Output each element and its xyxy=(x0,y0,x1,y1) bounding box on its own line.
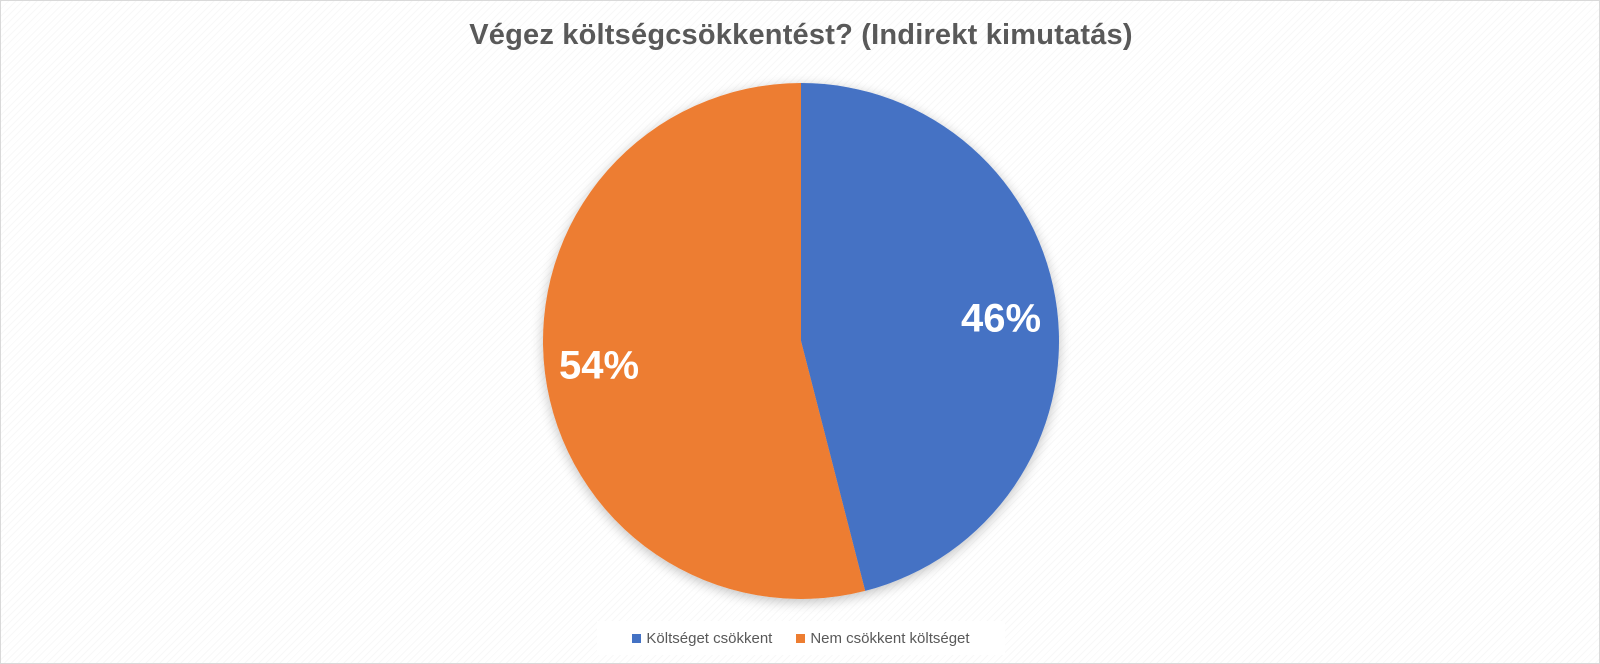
legend-swatch-koltseget-csokkent xyxy=(632,633,642,643)
legend-item-koltseget-csokkent: Költséget csökkent xyxy=(632,630,772,647)
chart-title: Végez költségcsökkentést? (Indirekt kimu… xyxy=(469,19,1133,51)
legend-swatch-nem-csokkent-koltseget xyxy=(796,633,806,643)
pie-slice-koltseget-csokkent xyxy=(801,83,1060,591)
legend-label: Nem csökkent költséget xyxy=(810,629,970,647)
legend-item-nem-csokkent-koltseget: Nem csökkent költséget xyxy=(796,629,970,647)
data-label-nem-csokkent-koltseget: 54% xyxy=(559,344,639,388)
legend-label: Költséget csökkent xyxy=(646,629,773,647)
data-label-koltseget-csokkent: 46% xyxy=(961,297,1041,341)
legend: Költséget csökkent Nem csökkent költsége… xyxy=(597,621,1005,655)
pie-slice-nem-csokkent-koltseget xyxy=(543,83,866,599)
